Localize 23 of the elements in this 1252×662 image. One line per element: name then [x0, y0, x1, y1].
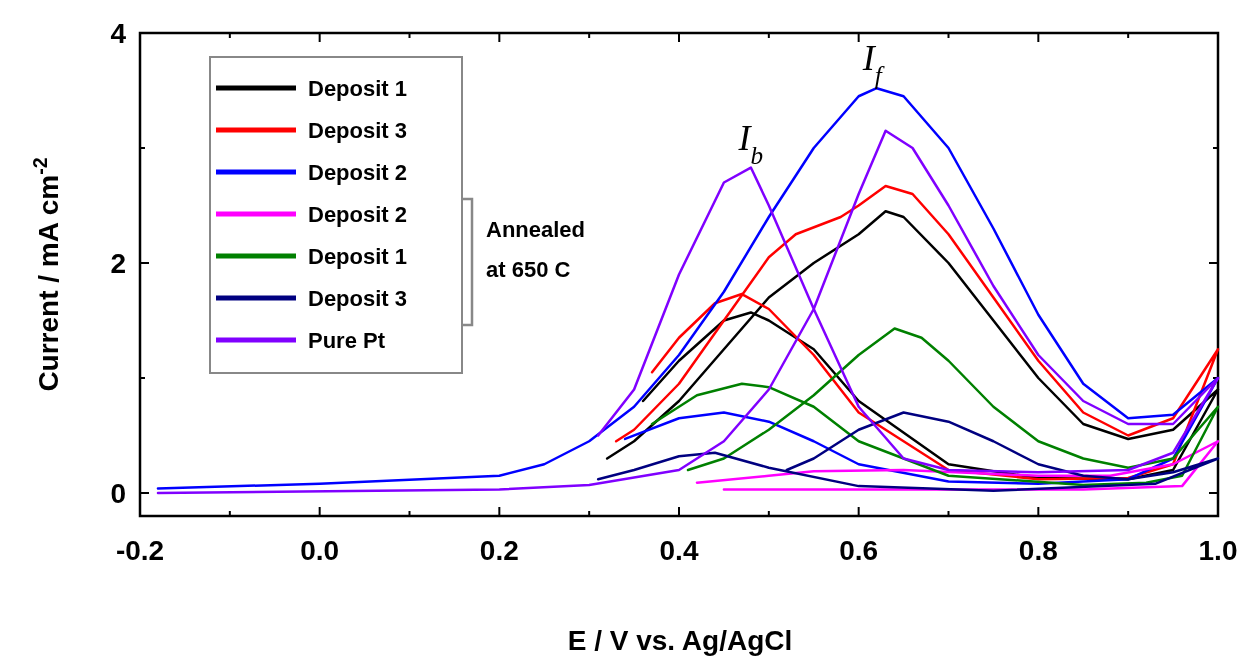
- x-axis-title: E / V vs. Ag/AgCl: [567, 625, 793, 656]
- legend-label: Deposit 1: [308, 76, 408, 101]
- y-tick-label: 2: [110, 248, 126, 279]
- y-tick-label: 4: [110, 18, 127, 49]
- annotation: Annealed at 650 C: [486, 217, 586, 282]
- legend-label: Pure Pt: [308, 328, 386, 353]
- x-tick-label: 0.6: [839, 535, 879, 566]
- line-series: [596, 411, 1220, 492]
- annotation: I$_{f}$: [861, 38, 885, 89]
- x-tick-label: 0.2: [479, 535, 519, 566]
- line-series: [650, 327, 1220, 487]
- annotation: I$_{b}$: [737, 117, 764, 169]
- x-tick-label: 0.8: [1018, 535, 1058, 566]
- legend-label: Deposit 1: [308, 244, 408, 269]
- legend-label: Deposit 2: [308, 160, 408, 185]
- x-tick-label: 0.4: [659, 535, 699, 566]
- x-tick-label: -0.2: [115, 535, 165, 566]
- text: 1.0: [1198, 535, 1238, 566]
- legend-label: Deposit 3: [308, 118, 408, 143]
- y-tick-label: 0: [110, 478, 126, 509]
- text: 0.0: [300, 535, 340, 566]
- legend-label: Deposit 3: [308, 286, 408, 311]
- legend-label: Deposit 2: [308, 202, 408, 227]
